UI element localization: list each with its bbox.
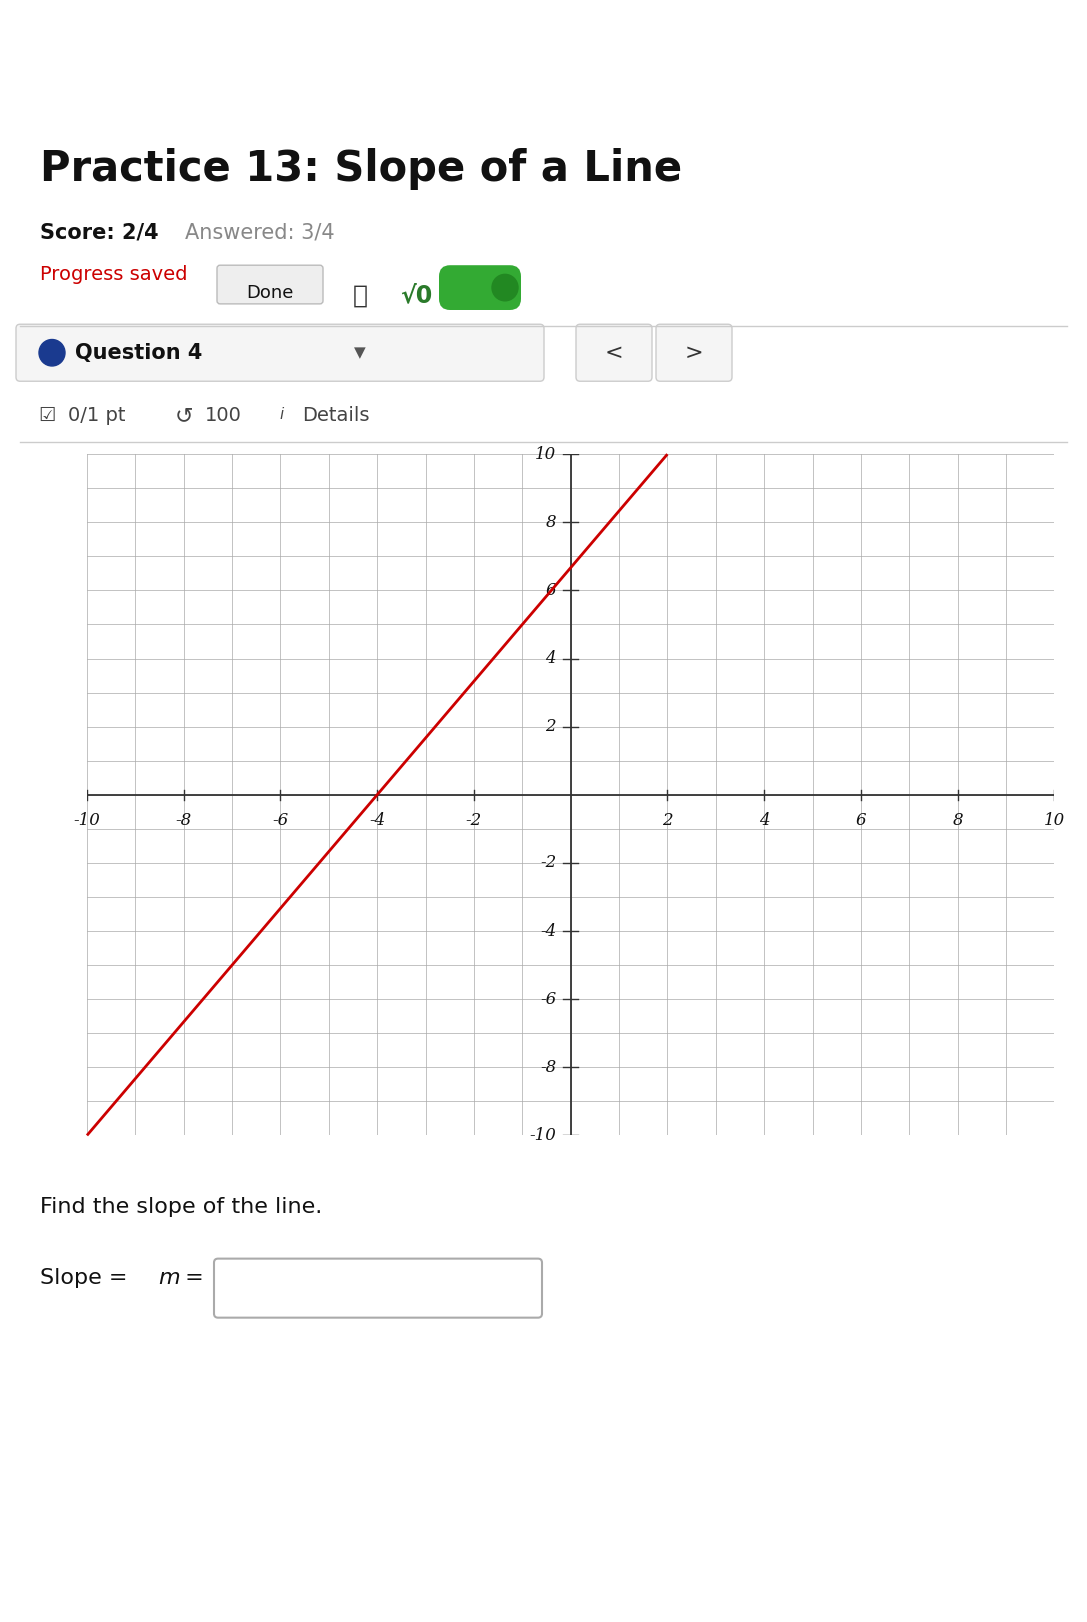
Text: 10: 10 <box>535 446 557 462</box>
Text: 6: 6 <box>546 582 557 599</box>
Text: -6: -6 <box>540 991 557 1007</box>
Text: 8: 8 <box>952 811 963 829</box>
Circle shape <box>492 274 518 300</box>
Text: ☑: ☑ <box>38 406 55 425</box>
Text: 100: 100 <box>205 406 242 425</box>
FancyBboxPatch shape <box>217 266 323 303</box>
Text: -2: -2 <box>466 811 482 829</box>
FancyBboxPatch shape <box>655 324 732 381</box>
Circle shape <box>39 339 65 367</box>
Text: -10: -10 <box>74 811 100 829</box>
Text: Answered: 3/4: Answered: 3/4 <box>185 222 335 242</box>
FancyBboxPatch shape <box>16 324 543 381</box>
Text: Slope =: Slope = <box>40 1268 135 1288</box>
Text: -4: -4 <box>540 923 557 939</box>
Text: <: < <box>604 342 623 363</box>
Text: Done: Done <box>247 284 293 302</box>
Text: Question 4: Question 4 <box>75 342 202 363</box>
Text: 8: 8 <box>546 514 557 530</box>
FancyBboxPatch shape <box>439 266 521 310</box>
FancyBboxPatch shape <box>576 324 652 381</box>
Text: -6: -6 <box>273 811 288 829</box>
Text: -2: -2 <box>540 855 557 871</box>
Text: 4: 4 <box>759 811 770 829</box>
Text: -8: -8 <box>540 1059 557 1075</box>
Text: 2: 2 <box>662 811 673 829</box>
Text: Home > MAT117 Master Fall 2024 > Assessment: Home > MAT117 Master Fall 2024 > Assessm… <box>27 21 503 41</box>
Text: 2: 2 <box>546 719 557 735</box>
Text: Details: Details <box>302 406 370 425</box>
Text: ▼: ▼ <box>354 345 366 360</box>
Text: 10: 10 <box>1044 811 1065 829</box>
Text: ↺: ↺ <box>175 406 193 425</box>
Text: 0/1 pt: 0/1 pt <box>68 406 125 425</box>
Text: >: > <box>685 342 703 363</box>
Text: -4: -4 <box>370 811 385 829</box>
Text: =: = <box>178 1268 203 1288</box>
Text: m: m <box>158 1268 179 1288</box>
Text: 4: 4 <box>546 650 557 667</box>
Text: -8: -8 <box>176 811 191 829</box>
Text: i: i <box>279 407 284 422</box>
Text: Score: 2/4: Score: 2/4 <box>40 222 159 242</box>
Text: 6: 6 <box>855 811 866 829</box>
Text: √0: √0 <box>400 284 433 308</box>
Text: -10: -10 <box>529 1127 557 1144</box>
Text: ⎙: ⎙ <box>352 284 367 308</box>
FancyBboxPatch shape <box>214 1259 542 1317</box>
Text: Progress saved: Progress saved <box>40 266 187 284</box>
Text: Practice 13: Slope of a Line: Practice 13: Slope of a Line <box>40 148 683 190</box>
Text: Find the slope of the line.: Find the slope of the line. <box>40 1197 322 1216</box>
